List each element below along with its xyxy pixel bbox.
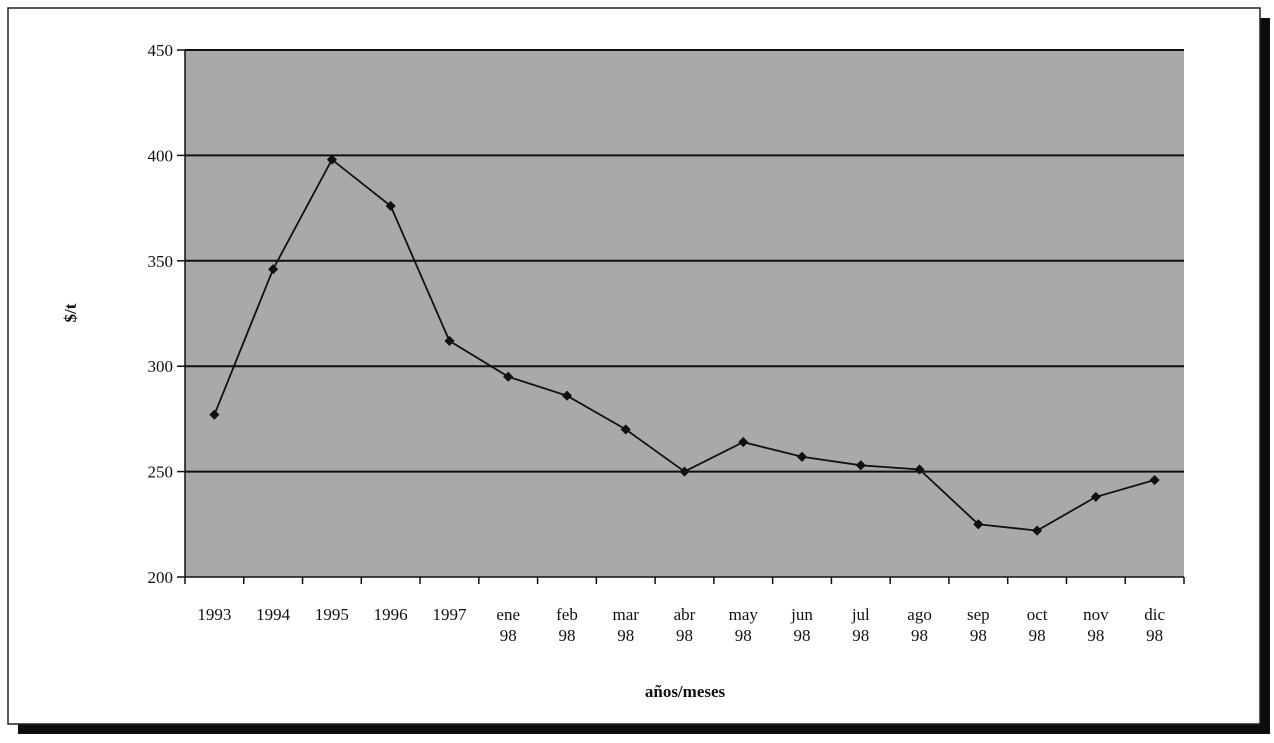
x-tick-label: oct <box>1027 605 1048 624</box>
x-tick-label: 98 <box>852 626 869 645</box>
x-axis-label: años/meses <box>645 682 726 701</box>
x-tick-label: 98 <box>735 626 752 645</box>
data-point <box>561 390 573 401</box>
x-tick-label: 98 <box>794 626 811 645</box>
data-point <box>973 519 984 530</box>
x-tick-label: 98 <box>1029 626 1046 645</box>
x-tick-label: 1993 <box>197 605 231 624</box>
x-tick-label: 98 <box>558 626 575 645</box>
x-tick-label: dic <box>1144 605 1165 624</box>
axes <box>177 49 1185 584</box>
x-tick-label: ene <box>496 605 520 624</box>
x-tick-label: mar <box>613 605 640 624</box>
data-point <box>326 154 337 165</box>
x-tick-label: nov <box>1083 605 1109 624</box>
x-tick-label: 98 <box>676 626 693 645</box>
x-tick-label: sep <box>967 605 990 624</box>
y-tick-label: 350 <box>148 252 174 271</box>
data-point <box>1149 474 1160 486</box>
x-tick-label: 98 <box>500 626 517 645</box>
x-tick-label: may <box>729 605 759 624</box>
gridlines <box>185 49 1184 473</box>
x-tick-label: 98 <box>617 626 634 645</box>
plot-area <box>185 50 1184 577</box>
data-point <box>620 424 631 435</box>
y-tick-label: 200 <box>148 568 174 587</box>
x-tick-label: jun <box>790 605 813 624</box>
x-tick-label: 1995 <box>315 605 349 624</box>
x-tick-label: feb <box>556 605 578 624</box>
data-point <box>1032 525 1043 536</box>
data-point <box>796 451 808 462</box>
x-tick-label: 98 <box>1087 626 1104 645</box>
x-tick-labels: 1993 1994 1995 1996 1997 ene 98 feb 98 mar 98 abr 98… <box>197 605 1165 645</box>
y-tick-label: 300 <box>148 357 174 376</box>
y-tick-label: 450 <box>148 41 174 60</box>
x-tick-label: 1996 <box>374 605 408 624</box>
y-tick-label: 250 <box>148 463 174 482</box>
data-point <box>444 335 455 346</box>
x-tick-label: 98 <box>911 626 928 645</box>
y-axis-label: $/t <box>61 303 80 322</box>
data-point <box>1090 491 1101 502</box>
x-tick-label: 1997 <box>432 605 467 624</box>
data-point <box>209 409 220 420</box>
x-tick-label: 98 <box>1146 626 1163 645</box>
x-tick-label: ago <box>907 605 932 624</box>
data-point <box>855 460 866 471</box>
x-tick-label: 98 <box>970 626 987 645</box>
data-point <box>268 264 279 275</box>
data-point <box>679 466 690 477</box>
x-tick-label: jul <box>851 605 870 624</box>
x-tick-label: abr <box>674 605 696 624</box>
data-point <box>503 371 514 382</box>
data-point <box>738 437 749 448</box>
data-point <box>914 464 925 475</box>
data-series <box>209 154 1160 536</box>
y-tick-label: 400 <box>148 146 174 165</box>
y-tick-labels: 200 250 300 350 400 450 <box>148 41 174 587</box>
data-point <box>385 200 396 212</box>
x-tick-label: 1994 <box>256 605 291 624</box>
